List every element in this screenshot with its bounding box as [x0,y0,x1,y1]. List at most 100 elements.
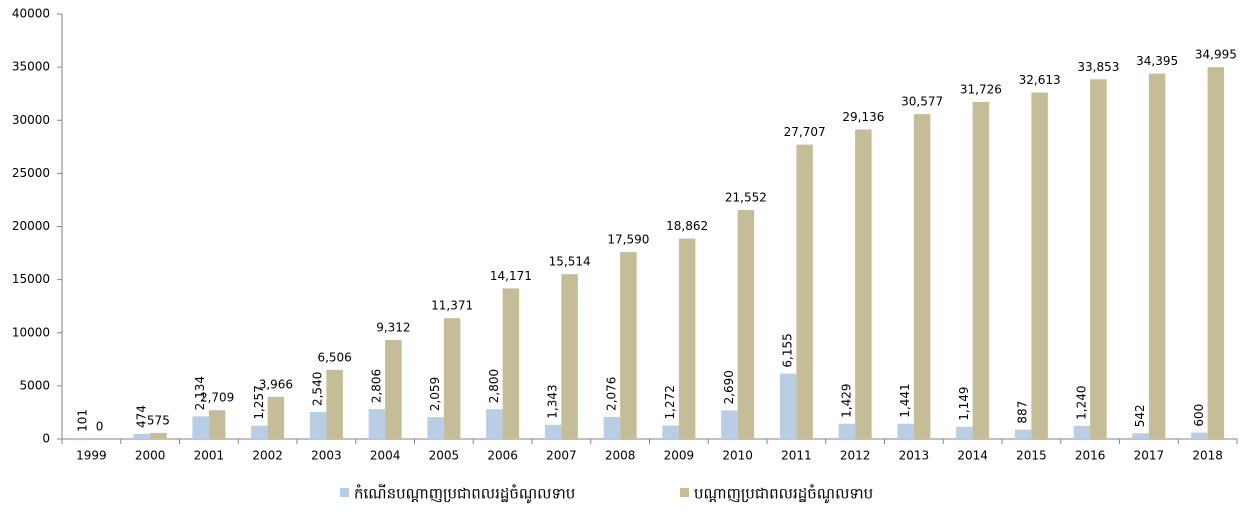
y-tick-label: 25000 [12,166,50,180]
y-tick-label: 20000 [12,219,50,233]
x-tick-label: 2014 [957,449,988,463]
bar [956,426,973,439]
data-label: 2,709 [200,391,234,405]
data-label: 2,800 [487,369,501,403]
legend-swatch [680,488,689,497]
data-label: 18,862 [666,219,708,233]
y-tick-label: 0 [42,432,50,446]
data-label: 887 [1016,401,1030,424]
x-tick-label: 2018 [1192,449,1223,463]
data-label: 1,429 [839,383,853,417]
bar [838,423,856,439]
bar [326,369,343,439]
bar [897,423,914,439]
bar [385,340,402,439]
data-label: 17,590 [607,233,649,247]
bar [1014,429,1032,439]
y-tick-label: 35000 [12,60,50,74]
data-label: 3,966 [259,377,293,391]
data-label: 34,395 [1136,54,1178,68]
bar [1090,79,1107,439]
data-label: 2,806 [369,369,383,403]
bar [737,210,755,439]
data-label: 101 [76,409,90,432]
data-label: 29,136 [842,110,884,124]
bar [796,144,813,439]
bar [855,129,872,439]
bar [721,410,738,439]
data-label: 11,371 [431,299,473,313]
bar [1148,73,1166,439]
bar [427,417,444,439]
bar [368,409,386,439]
bar [502,288,520,439]
x-tick-label: 2009 [664,449,695,463]
data-label: 15,514 [549,255,591,269]
data-label: 1,272 [663,385,677,419]
data-label: 14,171 [490,269,532,283]
data-label: 1,149 [957,386,971,420]
legend-label: បណ្ដាញប្រជាពលរដ្ឋចំណូលទាប [694,484,873,504]
data-label: 1,343 [546,384,560,418]
x-tick-label: 2006 [487,449,518,463]
x-tick-label: 2000 [135,449,166,463]
bar [251,425,268,439]
data-label: 27,707 [784,125,826,139]
data-label: 600 [1192,404,1206,427]
y-tick-label: 10000 [12,325,50,339]
bar [443,318,461,439]
data-label: 31,726 [960,82,1002,96]
bar [192,416,209,439]
data-label: 21,552 [725,191,767,205]
bar [678,238,696,439]
bar [133,433,151,439]
data-label: 2,059 [428,377,442,411]
data-label: 9,312 [376,321,410,335]
bar [150,432,167,439]
bar [486,409,503,439]
bar [1073,425,1091,439]
y-tick-label: 15000 [12,272,50,286]
data-label: 2,076 [604,377,618,411]
bar [972,101,990,439]
data-label: 542 [1133,404,1147,427]
bar [662,425,679,439]
x-tick-label: 2016 [1075,449,1106,463]
x-tick-label: 2013 [899,449,930,463]
bar [74,437,92,439]
bar [913,114,931,439]
bar [779,373,797,439]
x-tick-label: 2004 [370,449,401,463]
bar [1207,67,1225,439]
legend-label: កំណើនបណ្ដាញប្រជាពលរដ្ឋចំណូលទាប [354,484,575,504]
x-tick-label: 2001 [194,449,225,463]
x-tick-label: 2010 [722,449,753,463]
y-tick-label: 5000 [19,378,50,392]
x-tick-label: 2017 [1134,449,1165,463]
x-tick-label: 2012 [840,449,871,463]
data-label: 30,577 [901,95,943,109]
data-label: 2,134 [193,376,207,410]
bar [561,274,578,439]
x-tick-label: 2002 [252,449,283,463]
data-label: 1,240 [1074,385,1088,419]
y-tick-label: 40000 [12,7,50,21]
y-tick-label: 30000 [12,113,50,127]
data-label: 6,506 [317,350,351,364]
data-label: 575 [147,413,170,427]
data-label: 6,155 [781,333,795,367]
x-tick-label: 2008 [605,449,636,463]
data-label: 2,540 [311,372,325,406]
data-label: 32,613 [1019,73,1061,87]
bar [603,416,621,439]
data-label: 474 [134,405,148,428]
bar [620,252,637,439]
x-tick-label: 2011 [781,449,812,463]
data-label: 33,853 [1077,60,1119,74]
bar [267,396,285,439]
bar [208,410,226,439]
legend-swatch [340,488,349,497]
data-label: 1,441 [898,383,912,417]
x-tick-label: 2005 [429,449,460,463]
